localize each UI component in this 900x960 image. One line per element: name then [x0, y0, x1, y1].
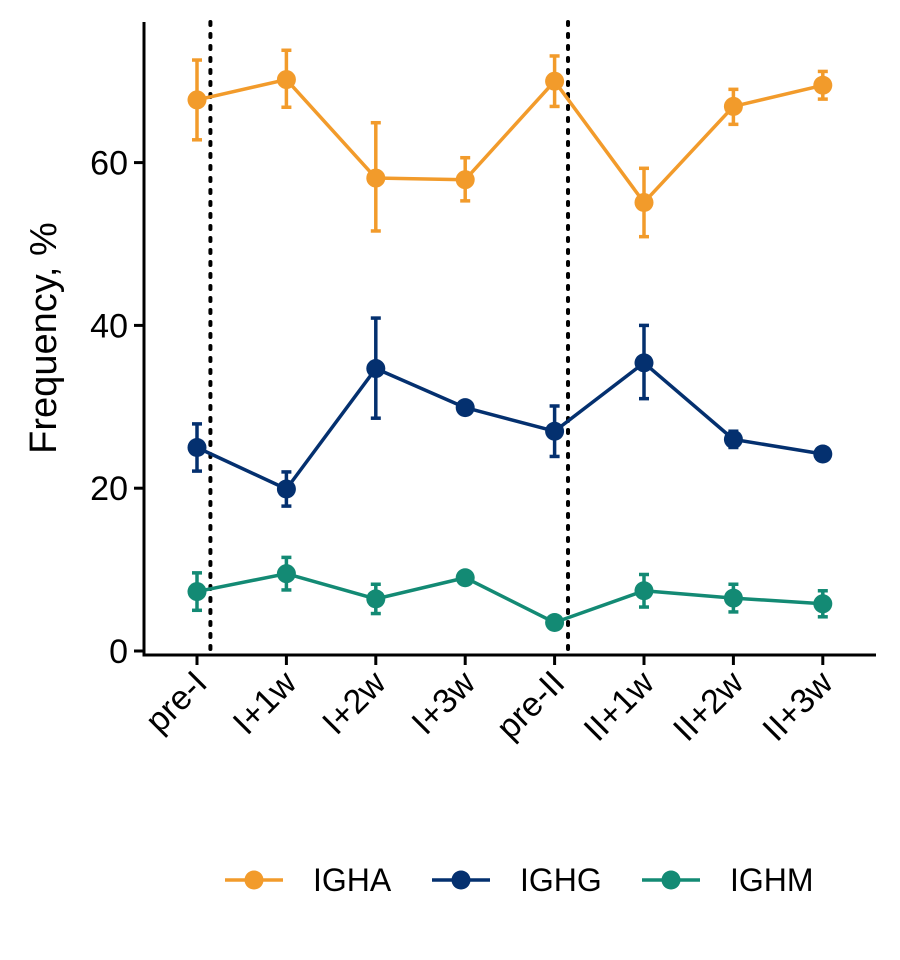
x-tick-label-7: II+2w — [666, 663, 751, 748]
data-point-igha-5 — [545, 71, 565, 91]
data-point-ighg-6 — [634, 353, 654, 373]
x-tick-label-2: I+1w — [226, 663, 305, 742]
y-tick-label-20: 20 — [90, 470, 128, 508]
data-point-ighm-7 — [723, 588, 743, 608]
x-tick-label-4: I+3w — [405, 663, 484, 742]
y-axis-title: Frequency, % — [23, 222, 65, 454]
plot-area: 0 20 40 60 pre-I I+1w I+2w I+3w pre-II II+1w II+2w… — [90, 20, 876, 749]
data-point-ighm-1 — [187, 582, 207, 602]
data-point-igha-7 — [723, 96, 743, 116]
data-point-ighg-4 — [455, 398, 475, 418]
legend: IGHA IGHG IGHM — [225, 862, 814, 898]
series-line-ighg — [196, 361, 824, 491]
legend-label-ighg: IGHG — [520, 862, 602, 898]
data-point-ighm-8 — [813, 594, 833, 614]
data-point-ighm-5 — [545, 613, 565, 633]
legend-item-ighg: IGHG — [432, 862, 602, 898]
x-tick-label-1: pre-I — [138, 664, 214, 740]
y-tick-label-40: 40 — [90, 307, 128, 345]
legend-item-igha: IGHA — [225, 862, 392, 898]
x-tick-label-8: II+3w — [755, 663, 840, 748]
data-point-igha-4 — [455, 170, 475, 190]
x-tick-label-3: I+2w — [315, 663, 394, 742]
x-tick-label-5: pre-II — [489, 664, 572, 747]
data-point-igha-3 — [366, 168, 386, 188]
x-tick-label-6: II+1w — [577, 663, 662, 748]
legend-item-ighm: IGHM — [642, 862, 814, 898]
data-point-ighg-5 — [545, 421, 565, 441]
legend-marker-ighm — [661, 870, 681, 890]
data-point-ighg-2 — [276, 479, 296, 499]
data-point-igha-8 — [813, 75, 833, 95]
y-tick-label-0: 0 — [109, 633, 128, 671]
legend-marker-igha — [244, 870, 264, 890]
series-line-ighm — [196, 571, 823, 625]
y-tick-label-60: 60 — [90, 145, 128, 183]
series-line-igha — [196, 77, 824, 205]
data-point-ighg-8 — [813, 444, 833, 464]
data-point-ighg-3 — [366, 359, 386, 379]
data-point-igha-2 — [276, 70, 296, 90]
data-point-ighm-2 — [276, 564, 296, 584]
data-point-ighg-1 — [187, 438, 207, 457]
data-point-ighm-6 — [634, 581, 654, 601]
data-point-ighg-7 — [723, 429, 743, 449]
data-point-ighm-4 — [455, 568, 475, 588]
data-point-igha-1 — [187, 90, 207, 110]
data-point-igha-6 — [634, 192, 654, 212]
legend-label-ighm: IGHM — [730, 862, 814, 898]
legend-marker-ighg — [451, 870, 471, 890]
legend-label-igha: IGHA — [313, 862, 392, 898]
data-point-ighm-3 — [366, 589, 386, 609]
